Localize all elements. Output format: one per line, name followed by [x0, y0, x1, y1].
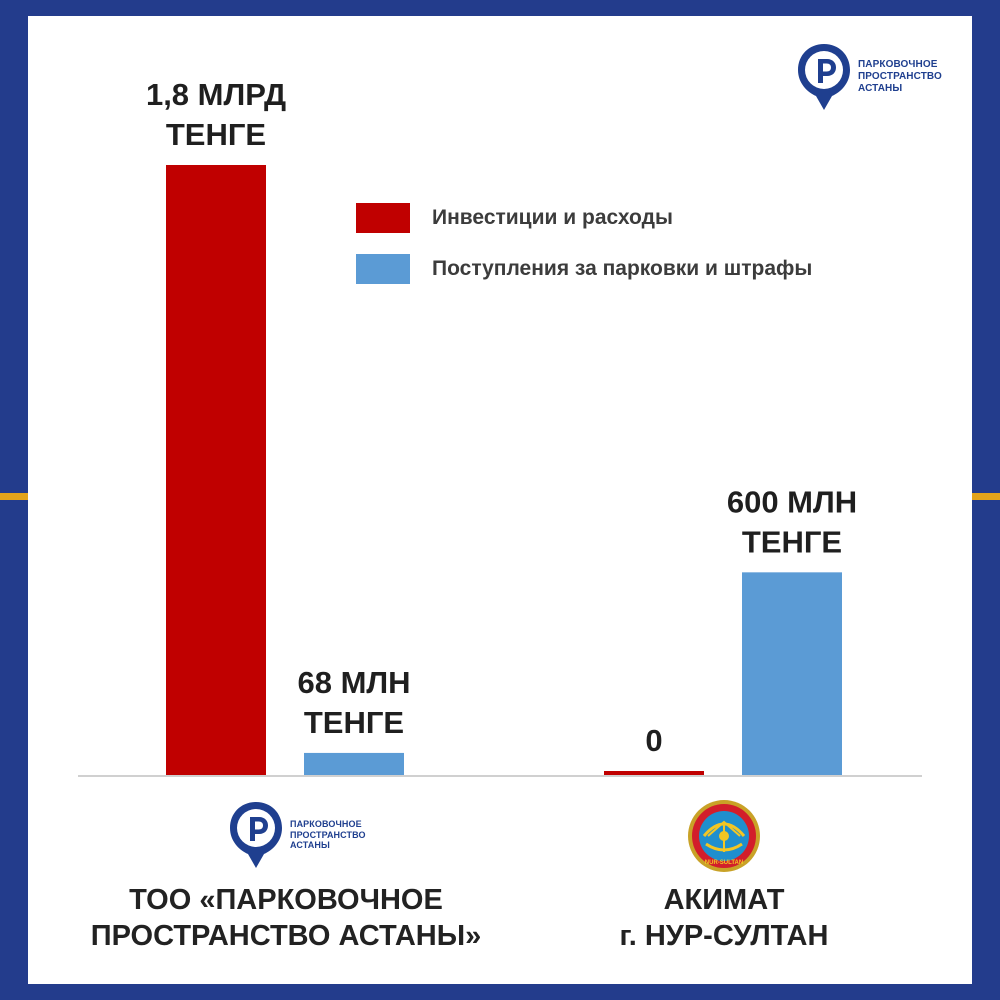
group-label-line: АКИМАТ: [663, 884, 785, 916]
legend-swatch-blue: [356, 254, 410, 284]
data-label: 600 МЛН: [727, 484, 857, 519]
group-label-akimat: АКИМАТ г. НУР-СУЛТАН: [514, 882, 934, 954]
legend-swatch-red: [356, 203, 410, 233]
data-label: ТЕНГЕ: [742, 524, 842, 559]
group-label-line: ПРОСТРАНСТВО АСТАНЫ»: [90, 920, 482, 952]
legend-item-revenue: Поступления за парковки и штрафы: [356, 254, 812, 284]
data-label: ТЕНГЕ: [304, 705, 404, 740]
group-emblem-parking: ПАРКОВОЧНОЕ ПРОСТРАНСТВО АСТАНЫ: [228, 800, 366, 870]
data-label: ТЕНГЕ: [166, 117, 266, 152]
accent-strip-left: [0, 493, 28, 500]
bar-revenue-0: [304, 752, 404, 776]
group-label-line: г. НУР-СУЛТАН: [619, 920, 829, 952]
bars-layer: [166, 165, 842, 776]
value-labels-layer: 1,8 МЛРД ТЕНГЕ 0 68 МЛН ТЕНГЕ 600 МЛН ТЕНГЕ: [146, 77, 857, 758]
bar-investments-0: [166, 165, 266, 776]
group-label-line: ТОО «ПАРКОВОЧНОЕ: [129, 884, 443, 916]
logo-text-line: ПАРКОВОЧНОЕ: [858, 59, 938, 70]
legend-label: Поступления за парковки и штрафы: [432, 257, 813, 280]
accent-strip-right: [972, 493, 1000, 500]
logo-text-line: ПРОСТРАНСТВО: [858, 71, 942, 82]
legend-item-investments: Инвестиции и расходы: [356, 203, 673, 233]
group-label-parking: ТОО «ПАРКОВОЧНОЕ ПРОСТРАНСТВО АСТАНЫ»: [76, 882, 496, 954]
data-label: 68 МЛН: [297, 665, 410, 700]
brand-logo: ПАРКОВОЧНОЕ ПРОСТРАНСТВО АСТАНЫ: [796, 42, 942, 112]
logo-text-line: ПРОСТРАНСТВО: [290, 829, 366, 840]
bar-revenue-1: [742, 572, 842, 776]
logo-text-line: АСТАНЫ: [290, 840, 330, 851]
data-label: 0: [645, 723, 662, 758]
parking-pin-icon: [230, 802, 282, 868]
bar-investments-1: [604, 771, 704, 776]
legend-label: Инвестиции и расходы: [432, 206, 673, 229]
group-emblem-akimat: NUR-SULTAN: [686, 798, 762, 874]
emblem-text: NUR-SULTAN: [705, 860, 743, 866]
parking-pin-icon: [798, 44, 850, 110]
logo-text-line: ПАРКОВОЧНОЕ: [290, 818, 362, 829]
akimat-emblem-icon: NUR-SULTAN: [688, 800, 760, 872]
logo-text-line: АСТАНЫ: [858, 83, 903, 94]
data-label: 1,8 МЛРД: [146, 77, 286, 112]
